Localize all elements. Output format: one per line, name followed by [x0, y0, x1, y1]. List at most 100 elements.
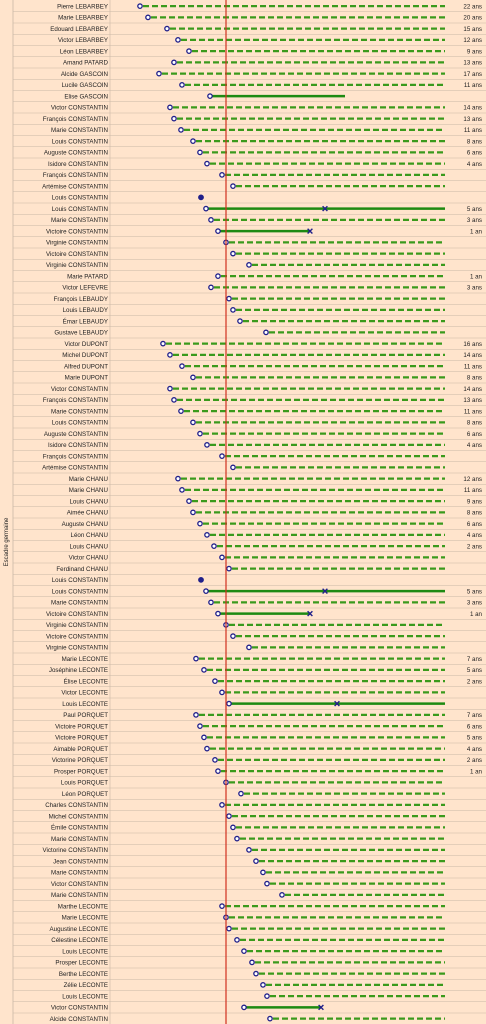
death-x-marker — [318, 1004, 324, 1011]
birth-marker — [164, 25, 170, 32]
birth-marker — [253, 858, 259, 864]
birth-marker — [178, 408, 184, 414]
life-bar — [171, 115, 445, 122]
life-bar — [267, 1015, 445, 1022]
age-label: 15 ans — [463, 26, 482, 33]
person-name-label: Victorine PORQUET — [52, 757, 108, 764]
life-bar — [219, 453, 445, 459]
age-label: 14 ans — [463, 352, 482, 359]
life-bar — [219, 554, 445, 561]
person-name-label: Artémise CONSTANTIN — [42, 465, 108, 472]
person-name-label: Marie CONSTANTIN — [51, 127, 108, 134]
person-name-label: Victorine CONSTANTIN — [43, 847, 108, 854]
age-label: 1 an — [470, 768, 483, 775]
age-label: 2 ans — [467, 543, 482, 550]
person-name-label: Aimée CHANU — [67, 510, 108, 517]
life-bar — [197, 149, 445, 156]
life-bar — [203, 205, 445, 212]
person-name-label: Charles CONSTANTIN — [45, 802, 108, 809]
age-label: 14 ans — [463, 386, 482, 393]
death-x-marker — [322, 588, 328, 595]
single-event-marker — [198, 576, 204, 583]
life-bar — [171, 59, 445, 66]
age-label: 13 ans — [463, 116, 482, 123]
life-bar — [208, 217, 445, 223]
death-x-marker — [307, 228, 313, 235]
life-bar — [156, 70, 445, 77]
age-label: 2 ans — [467, 678, 482, 685]
birth-marker — [197, 520, 203, 527]
age-label: 13 ans — [463, 397, 482, 404]
person-name-label: Victor DUPONT — [64, 341, 108, 348]
birth-marker — [197, 723, 203, 729]
birth-marker — [246, 847, 252, 853]
person-name-label: Marie LECONTE — [62, 656, 108, 663]
life-bar — [167, 385, 445, 392]
person-name-label: François LEBAUDY — [54, 296, 108, 303]
birth-marker — [137, 3, 143, 9]
person-name-label: Victoire PORQUET — [55, 735, 108, 742]
life-bar — [226, 295, 445, 302]
birth-marker — [212, 678, 218, 684]
life-bar — [223, 914, 445, 921]
person-name-label: Victoire CONSTANTIN — [46, 633, 108, 640]
birth-marker — [193, 712, 199, 718]
person-name-label: Virginie CONSTANTIN — [46, 262, 108, 269]
birth-marker — [160, 340, 166, 347]
birth-marker — [241, 948, 247, 954]
age-label: 5 ans — [467, 735, 482, 742]
birth-marker — [207, 93, 213, 99]
life-bar — [193, 712, 445, 718]
birth-marker — [212, 757, 218, 763]
person-name-label: Auguste CONSTANTIN — [44, 150, 108, 157]
birth-marker — [179, 363, 185, 369]
life-bar — [208, 599, 445, 606]
person-name-label: Elise GASCOIN — [64, 93, 108, 100]
birth-marker — [219, 554, 225, 561]
person-name-label: Louis LECONTE — [62, 948, 108, 955]
birth-marker — [175, 475, 181, 482]
life-bar — [223, 779, 445, 786]
person-name-label: Berthe LECONTE — [59, 971, 108, 978]
life-bar — [178, 127, 445, 133]
life-bar — [230, 464, 445, 471]
age-label: 7 ans — [467, 712, 482, 719]
life-bar — [226, 700, 445, 707]
person-name-label: Victor CONSTANTIN — [51, 386, 108, 393]
age-label: 5 ans — [467, 206, 482, 213]
life-bar — [246, 644, 445, 651]
birth-marker — [267, 1015, 273, 1022]
birth-marker — [190, 138, 196, 144]
person-name-label: Artémise CONSTANTIN — [42, 183, 108, 190]
person-name-label: Marie DUPONT — [65, 375, 109, 382]
life-bar — [230, 633, 445, 639]
age-label: 11 ans — [464, 127, 482, 134]
age-labels: 22 ans 20 ans 15 ans 12 ans 9 ans 13 ans 17 an… — [463, 3, 482, 775]
life-bar — [171, 397, 445, 403]
life-bar — [190, 509, 445, 516]
person-name-label: Gustave LEBAUDY — [54, 330, 108, 337]
life-bar — [212, 757, 445, 763]
life-bar — [241, 1004, 324, 1011]
person-name-label: Zélie LECONTE — [64, 982, 108, 989]
birth-marker — [226, 925, 232, 932]
age-label: 5 ans — [467, 588, 482, 595]
person-name-label: Victoire CONSTANTIN — [46, 228, 108, 235]
birth-marker — [171, 397, 177, 403]
life-bar — [190, 419, 445, 426]
birth-marker — [171, 59, 177, 66]
person-name-label: Michel DUPONT — [62, 352, 108, 359]
age-label: 9 ans — [467, 498, 482, 505]
life-bar — [230, 824, 445, 831]
birth-marker — [167, 352, 173, 358]
birth-marker — [178, 127, 184, 133]
age-label: 13 ans — [463, 60, 482, 67]
age-label: 16 ans — [463, 341, 482, 348]
life-bar — [197, 520, 445, 527]
birth-marker — [237, 318, 243, 324]
row-labels: Pierre LEBARBEY Marie LEBARBEY Edouard LEB… — [42, 3, 108, 1023]
life-bar — [198, 576, 204, 583]
life-bar — [230, 307, 445, 313]
person-name-label: Marie PATARD — [67, 273, 108, 280]
